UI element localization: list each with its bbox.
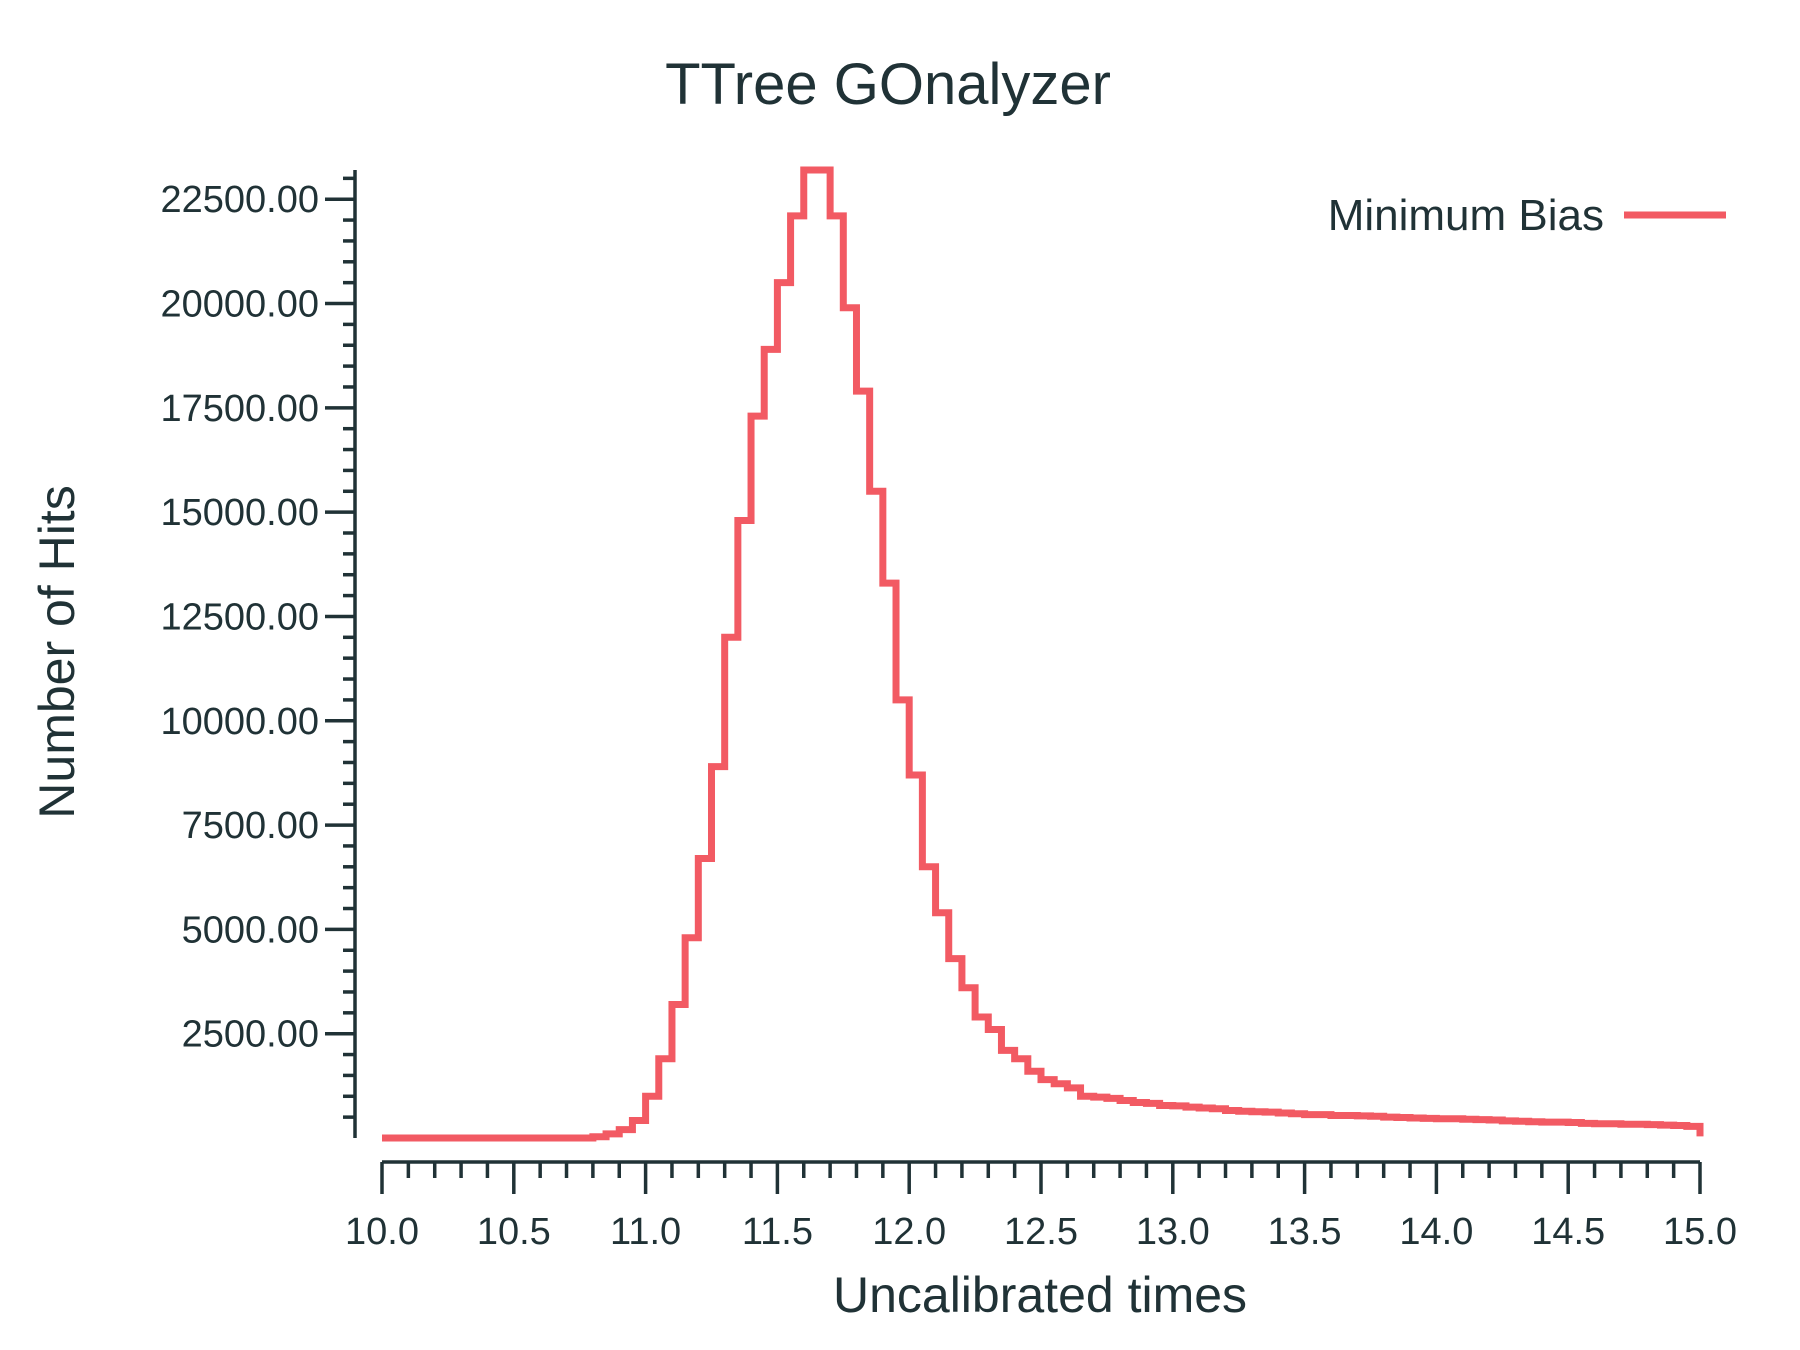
x-tick-label: 14.0 bbox=[1399, 1211, 1473, 1253]
y-tick-label: 12500.00 bbox=[161, 596, 320, 638]
x-axis-label: Uncalibrated times bbox=[833, 1267, 1247, 1323]
y-tick-label: 10000.00 bbox=[161, 701, 320, 743]
y-tick-label: 7500.00 bbox=[182, 805, 319, 847]
y-tick-label: 17500.00 bbox=[161, 388, 320, 430]
y-axis-label: Number of Hits bbox=[29, 485, 85, 818]
y-tick-label: 15000.00 bbox=[161, 492, 320, 534]
legend: Minimum Bias bbox=[1328, 191, 1726, 240]
y-axis: 2500.00 5000.00 7500.00 10000.00 12500.00 150… bbox=[161, 170, 357, 1138]
y-tick-label: 2500.00 bbox=[182, 1014, 319, 1056]
y-tick-label: 5000.00 bbox=[182, 909, 319, 951]
legend-label-minimum-bias: Minimum Bias bbox=[1328, 191, 1604, 240]
plot-area bbox=[382, 166, 1704, 1142]
x-tick-label: 12.0 bbox=[872, 1211, 946, 1253]
x-tick-label: 13.0 bbox=[1136, 1211, 1210, 1253]
x-tick-label: 11.5 bbox=[742, 1211, 813, 1253]
x-axis: 10.0 10.5 11.0 11.5 12.0 12.5 13.0 13.5 14.0 14.5… bbox=[345, 1160, 1737, 1253]
x-tick-label: 14.5 bbox=[1531, 1211, 1605, 1253]
x-tick-label: 11.0 bbox=[610, 1211, 681, 1253]
y-tick-label: 20000.00 bbox=[161, 284, 320, 326]
y-tick-label: 22500.00 bbox=[161, 179, 320, 221]
x-tick-label: 10.5 bbox=[477, 1211, 551, 1253]
x-tick-label: 12.5 bbox=[1004, 1211, 1078, 1253]
x-tick-label: 15.0 bbox=[1663, 1211, 1737, 1253]
chart-title: TTree GOnalyzer bbox=[665, 52, 1111, 117]
series-line-minimum-bias bbox=[382, 166, 1704, 1142]
x-tick-label: 10.0 bbox=[345, 1211, 419, 1253]
x-tick-label: 13.5 bbox=[1268, 1211, 1342, 1253]
